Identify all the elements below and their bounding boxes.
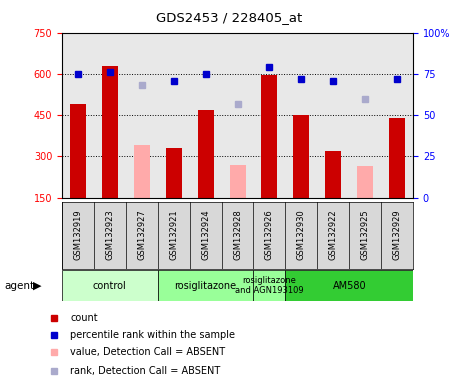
Text: GSM132930: GSM132930 (297, 210, 306, 260)
Text: rosiglitazone: rosiglitazone (174, 281, 237, 291)
Text: agent: agent (5, 281, 35, 291)
Text: percentile rank within the sample: percentile rank within the sample (70, 330, 235, 340)
Text: ▶: ▶ (34, 281, 42, 291)
Bar (293, 115, 309, 198)
Bar (389, 118, 405, 198)
Text: GSM132925: GSM132925 (361, 210, 369, 260)
Bar (325, 151, 341, 198)
Bar (62, 270, 158, 301)
Bar (285, 270, 413, 301)
Text: GSM132928: GSM132928 (233, 210, 242, 260)
Bar (158, 270, 253, 301)
Bar (262, 75, 277, 198)
Text: GSM132921: GSM132921 (169, 210, 178, 260)
Text: GSM132929: GSM132929 (392, 210, 402, 260)
Text: GSM132922: GSM132922 (329, 210, 338, 260)
Bar (198, 110, 213, 198)
Text: control: control (93, 281, 127, 291)
Text: AM580: AM580 (332, 281, 366, 291)
Text: GSM132923: GSM132923 (106, 210, 114, 260)
Bar (230, 165, 246, 198)
Text: GSM132927: GSM132927 (137, 210, 146, 260)
Bar (253, 270, 285, 301)
Text: GSM132926: GSM132926 (265, 210, 274, 260)
Bar (102, 66, 118, 198)
Text: GDS2453 / 228405_at: GDS2453 / 228405_at (157, 12, 302, 25)
Bar (70, 104, 86, 198)
Text: value, Detection Call = ABSENT: value, Detection Call = ABSENT (70, 348, 225, 358)
Text: rank, Detection Call = ABSENT: rank, Detection Call = ABSENT (70, 366, 220, 376)
Bar (134, 146, 150, 198)
Bar (166, 148, 182, 198)
Text: count: count (70, 313, 98, 323)
Text: rosiglitazone
and AGN193109: rosiglitazone and AGN193109 (235, 276, 304, 295)
Bar (357, 166, 373, 198)
Text: GSM132924: GSM132924 (201, 210, 210, 260)
Text: GSM132919: GSM132919 (73, 210, 83, 260)
